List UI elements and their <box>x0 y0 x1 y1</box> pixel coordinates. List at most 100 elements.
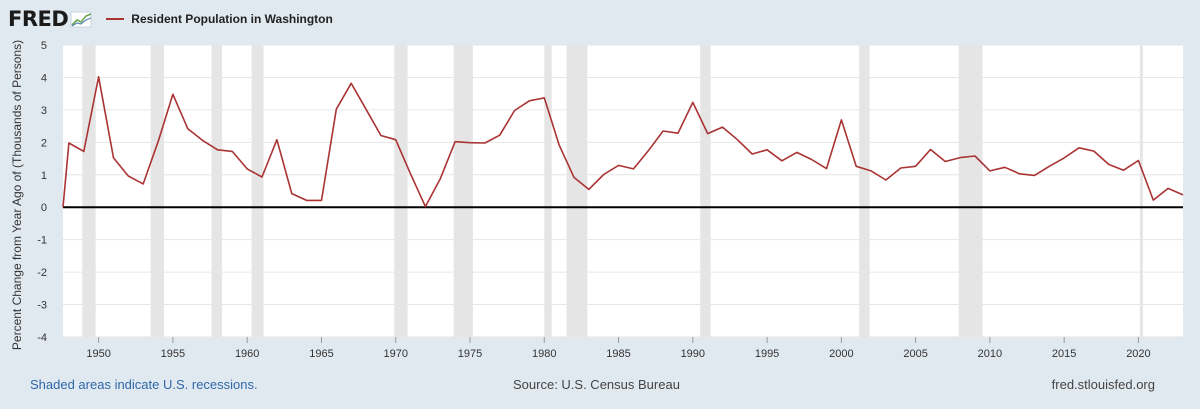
data-point <box>557 142 562 147</box>
data-point <box>854 164 859 169</box>
y-tick-label: -4 <box>37 332 47 344</box>
x-tick-label: 2000 <box>829 348 853 360</box>
data-point <box>675 131 680 136</box>
data-point <box>824 166 829 171</box>
x-tick-label: 1950 <box>86 348 110 360</box>
data-point <box>81 149 86 154</box>
y-axis-label: Percent Change from Year Ago of (Thousan… <box>10 40 24 350</box>
recession-band-4 <box>394 45 408 337</box>
data-point <box>497 133 502 138</box>
data-point <box>943 159 948 164</box>
data-point <box>230 149 235 154</box>
y-tick-label: 1 <box>41 170 47 182</box>
data-point <box>601 172 606 177</box>
x-tick-label: 1955 <box>161 348 185 360</box>
y-tick-label: 2 <box>41 137 47 149</box>
x-tick-label: 1975 <box>458 348 482 360</box>
recession-band-0 <box>82 45 96 337</box>
data-point <box>289 191 294 196</box>
data-point <box>423 204 428 209</box>
y-tick-label: -3 <box>37 300 47 312</box>
data-point <box>1032 173 1037 178</box>
x-axis-ticks: 1950 1955 1960 1965 1970 1975 1980 1985 1990 1995… <box>86 337 1151 360</box>
data-point <box>1002 165 1007 170</box>
y-tick-label: -1 <box>37 235 47 247</box>
data-point <box>973 153 978 158</box>
data-point <box>1121 168 1126 173</box>
data-point <box>735 137 740 142</box>
y-tick-label: -2 <box>37 267 47 279</box>
recession-band-10 <box>958 45 983 337</box>
data-point <box>111 155 116 160</box>
x-tick-label: 2015 <box>1052 348 1076 360</box>
plot-area <box>63 45 1183 337</box>
data-point <box>705 131 710 136</box>
data-point <box>96 74 101 79</box>
data-point <box>1017 171 1022 176</box>
data-point <box>1062 155 1067 160</box>
data-point <box>869 168 874 173</box>
data-point <box>1047 164 1052 169</box>
data-point <box>794 150 799 155</box>
x-tick-label: 1980 <box>532 348 556 360</box>
data-point <box>1091 149 1096 154</box>
data-point <box>334 107 339 112</box>
data-point <box>141 181 146 186</box>
data-point <box>750 152 755 157</box>
data-point <box>646 148 651 153</box>
recession-band-5 <box>453 45 473 337</box>
site-link[interactable]: fred.stlouisfed.org <box>1051 377 1155 392</box>
y-tick-label: 0 <box>41 202 47 214</box>
data-point <box>913 164 918 169</box>
data-point <box>928 147 933 152</box>
data-point <box>408 172 413 177</box>
recession-shading <box>82 45 1143 337</box>
chart-header: FRED Resident Population in Washington <box>8 6 333 32</box>
data-point <box>720 125 725 130</box>
recession-band-2 <box>211 45 222 337</box>
data-point <box>690 100 695 105</box>
data-point <box>1136 158 1141 163</box>
recession-band-11 <box>1139 45 1143 337</box>
data-point <box>245 166 250 171</box>
data-point <box>393 137 398 142</box>
y-axis-ticks: -4 -3 -2 -1 0 1 2 3 4 5 <box>37 40 47 344</box>
data-point <box>349 81 354 86</box>
data-point <box>304 198 309 203</box>
data-point <box>61 205 66 210</box>
data-point <box>215 147 220 152</box>
recessions-note[interactable]: Shaded areas indicate U.S. recessions. <box>30 377 258 392</box>
data-point <box>661 128 666 133</box>
series-line <box>62 76 1184 208</box>
data-point <box>1106 162 1111 167</box>
data-point <box>839 117 844 122</box>
legend-label: Resident Population in Washington <box>131 12 333 26</box>
data-point <box>260 175 265 180</box>
fred-logo[interactable]: FRED <box>8 7 69 31</box>
data-point <box>170 92 175 97</box>
recession-band-6 <box>544 45 552 337</box>
data-point <box>156 139 161 144</box>
recession-band-9 <box>859 45 870 337</box>
chart-legend[interactable]: Resident Population in Washington <box>106 12 333 26</box>
x-tick-label: 1990 <box>681 348 705 360</box>
data-point <box>468 140 473 145</box>
data-point <box>185 126 190 131</box>
data-point <box>438 176 443 181</box>
data-point <box>631 166 636 171</box>
x-tick-label: 1995 <box>755 348 779 360</box>
data-point <box>898 165 903 170</box>
data-point <box>571 175 576 180</box>
recession-band-3 <box>251 45 264 337</box>
legend-swatch <box>106 18 125 20</box>
data-point <box>274 137 279 142</box>
data-point <box>958 155 963 160</box>
data-point <box>542 95 547 100</box>
data-point <box>66 140 71 145</box>
data-point <box>1151 198 1156 203</box>
data-point <box>616 163 621 168</box>
data-point <box>512 108 517 113</box>
data-point <box>779 158 784 163</box>
source-note: Source: U.S. Census Bureau <box>513 377 680 392</box>
